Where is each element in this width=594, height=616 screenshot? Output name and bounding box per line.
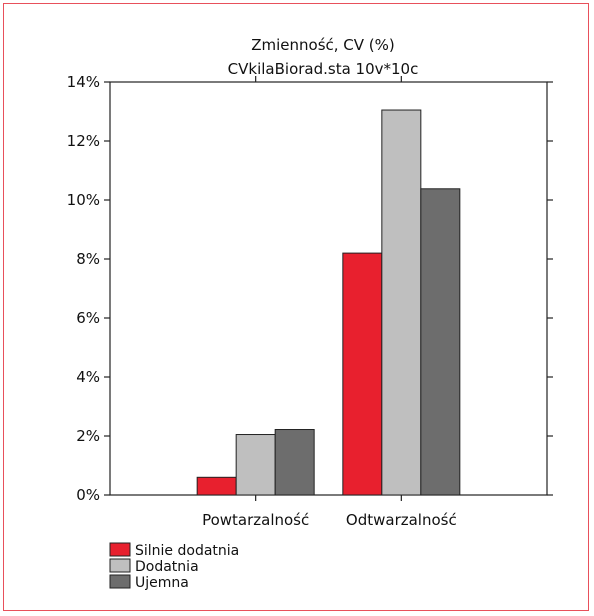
y-tick-label: 14%	[67, 73, 100, 91]
x-tick-label: Powtarzalność	[202, 511, 309, 529]
legend-label: Silnie dodatnia	[135, 543, 239, 559]
y-tick-label: 2%	[76, 427, 100, 445]
bar	[420, 188, 461, 496]
y-tick-label: 0%	[76, 486, 100, 504]
chart-subtitle: CVkilaBiorad.sta 10v*10c	[228, 60, 419, 78]
bar	[381, 109, 422, 496]
y-tick-label: 12%	[67, 132, 100, 150]
legend-label: Dodatnia	[135, 559, 199, 575]
bar	[342, 252, 383, 496]
y-tick-label: 10%	[67, 191, 100, 209]
chart-frame	[3, 3, 589, 611]
y-tick-label: 4%	[76, 368, 100, 386]
chart-title: Zmienność, CV (%)	[251, 36, 395, 54]
bar	[196, 476, 237, 496]
plot-area	[109, 81, 548, 496]
y-axis: 0% 2% 4% 6% 8% 10% 12% 14%	[67, 73, 553, 504]
y-tick-label: 6%	[76, 309, 100, 327]
x-tick-label: Odtwarzalność	[346, 511, 457, 529]
x-axis: Powtarzalność Odtwarzalność	[202, 76, 457, 529]
legend-swatch	[109, 542, 131, 557]
legend-label: Ujemna	[135, 575, 189, 591]
y-tick-label: 8%	[76, 250, 100, 268]
legend-swatch	[109, 558, 131, 573]
legend-swatch	[109, 574, 131, 589]
bar	[235, 434, 276, 496]
bars-layer	[196, 109, 461, 496]
bar	[274, 429, 315, 496]
